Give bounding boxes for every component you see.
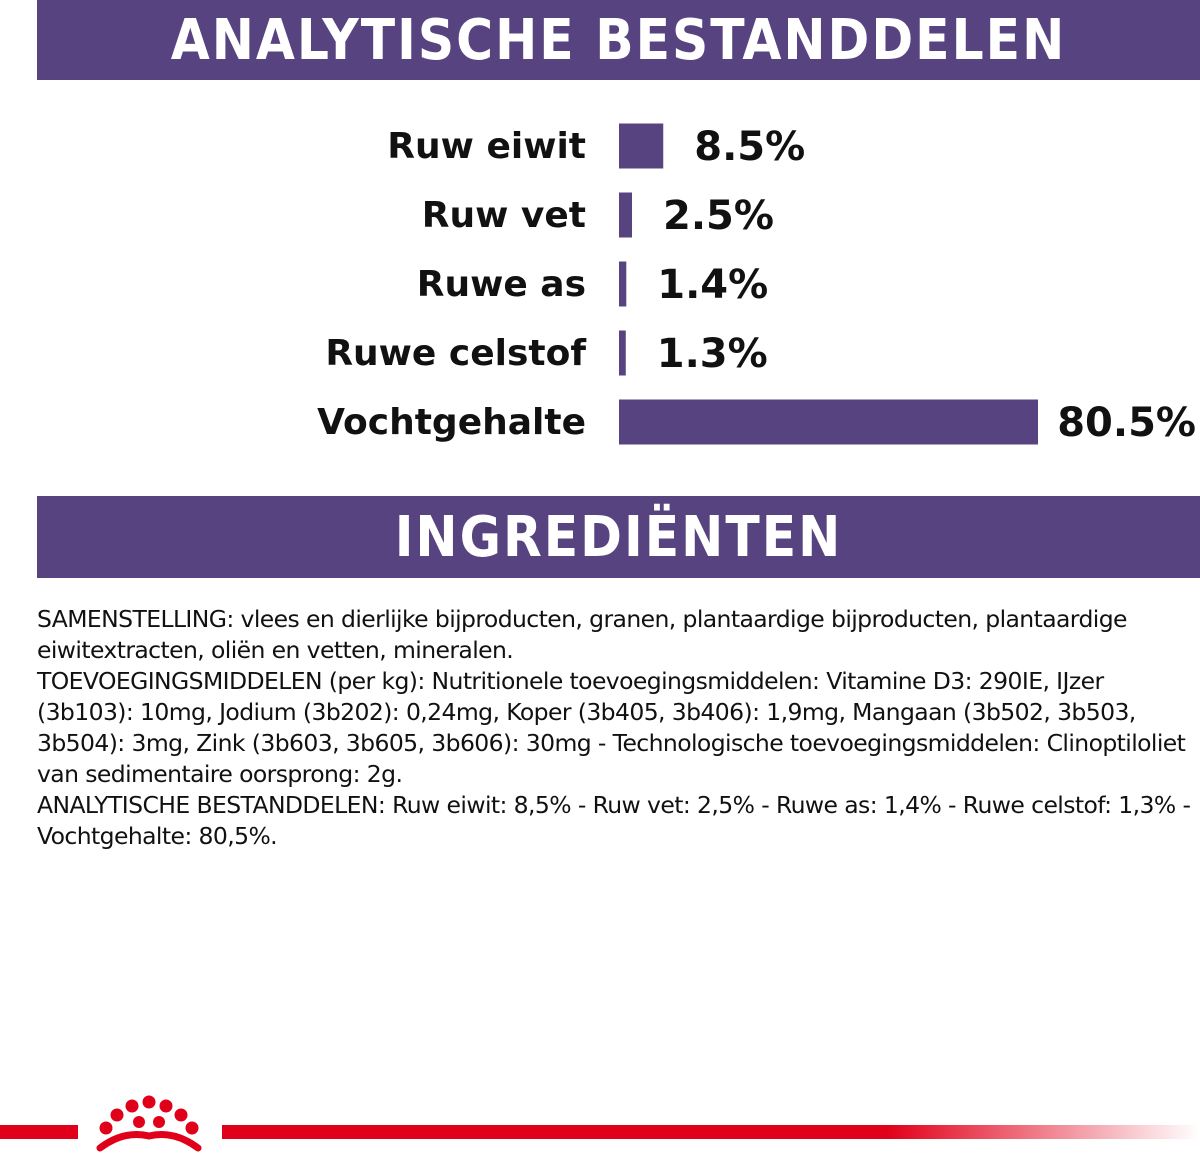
category-label: Ruwe celstof bbox=[325, 333, 586, 374]
ingredients-line: TOEVOEGINGSMIDDELEN (per kg): Nutritione… bbox=[37, 667, 1104, 695]
section-header-ingredients: INGREDIËNTEN bbox=[37, 496, 1200, 578]
category-label: Vochtgehalte bbox=[317, 402, 586, 443]
ingredients-line: ANALYTISCHE BESTANDDELEN: Ruw eiwit: 8,5… bbox=[37, 791, 1191, 819]
value-label: 80.5% bbox=[1057, 400, 1196, 446]
royal-crown-icon bbox=[96, 1095, 202, 1152]
analytic-bar-chart: Ruw eiwit 8.5% Ruw vet 2.5% Ruwe as 1.4% Ruwe … bbox=[317, 123, 1196, 446]
ingredients-text: SAMENSTELLING: vlees en dierlijke bijpro… bbox=[37, 604, 1200, 852]
bar bbox=[619, 261, 627, 307]
ingredients-line: 3b504): 3mg, Zink (3b603, 3b605, 3b606):… bbox=[37, 729, 1186, 757]
footer-line-left bbox=[0, 1125, 78, 1139]
category-label: Ruw vet bbox=[422, 195, 586, 236]
ingredients-line: eiwitextracten, oliën en vetten, mineral… bbox=[37, 636, 514, 664]
section-title-analytic: ANALYTISCHE BESTANDDELEN bbox=[170, 7, 1067, 73]
section-title-ingredients: INGREDIËNTEN bbox=[394, 504, 843, 570]
bar bbox=[619, 399, 1038, 445]
value-label: 8.5% bbox=[694, 124, 805, 170]
ingredients-line: SAMENSTELLING: vlees en dierlijke bijpro… bbox=[37, 605, 1127, 633]
section-header-analytic: ANALYTISCHE BESTANDDELEN bbox=[37, 0, 1200, 80]
category-label: Ruw eiwit bbox=[387, 126, 586, 167]
value-label: 1.4% bbox=[657, 262, 768, 308]
bar bbox=[619, 330, 626, 376]
bar bbox=[619, 192, 633, 238]
ingredients-line: van sedimentaire oorsprong: 2g. bbox=[37, 760, 403, 788]
bar bbox=[619, 123, 664, 169]
ingredients-line: Vochtgehalte: 80,5%. bbox=[37, 822, 278, 850]
value-label: 2.5% bbox=[663, 193, 774, 239]
value-label: 1.3% bbox=[657, 331, 768, 377]
ingredients-line: (3b103): 10mg, Jodium (3b202): 0,24mg, K… bbox=[37, 698, 1136, 726]
category-label: Ruwe as bbox=[417, 264, 586, 305]
footer-line-right bbox=[222, 1125, 1200, 1139]
